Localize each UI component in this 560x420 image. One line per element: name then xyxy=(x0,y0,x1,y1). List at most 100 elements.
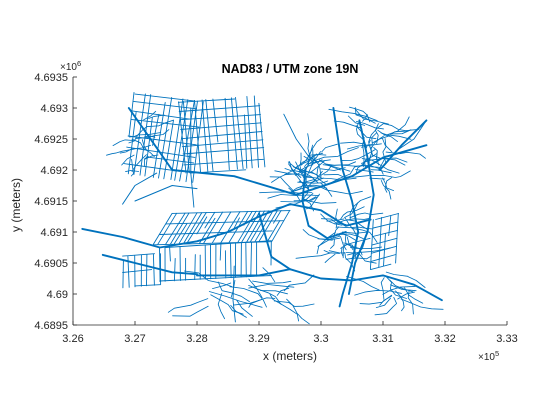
street-south-grid xyxy=(165,240,272,248)
street-far-southeast-tangle xyxy=(354,289,402,296)
street-northeast-tangle xyxy=(380,180,392,200)
y-exponent-base: ×10 xyxy=(60,62,77,73)
chart-title: NAD83 / UTM zone 19N xyxy=(222,62,359,76)
street-north-grid xyxy=(205,99,214,172)
street-west-tangle xyxy=(131,138,155,158)
street-south-tangle xyxy=(230,304,247,318)
street-center-tangle xyxy=(318,159,341,171)
street-central-grid xyxy=(258,210,278,243)
street-east-tangle xyxy=(328,250,345,254)
street-east-tangle xyxy=(343,242,356,258)
street-west-tangle xyxy=(143,156,149,167)
street-northeast-tangle xyxy=(328,108,378,122)
street-north-grid xyxy=(224,97,230,171)
street-east-tangle xyxy=(340,206,365,220)
street-north-grid xyxy=(201,99,209,172)
x-tick-label: 3.32 xyxy=(434,333,455,345)
x-exponent-base: ×10 xyxy=(478,352,495,363)
x-axis-label: x (meters) xyxy=(263,349,317,363)
street-center-tangle xyxy=(292,166,322,178)
street-northeast-tangle xyxy=(382,138,393,153)
highway-line xyxy=(81,203,372,249)
street-northwest-grid xyxy=(128,92,135,137)
x-axis: 3.26 3.27 3.28 3.29 3.3 3.31 3.32 3.33 xyxy=(62,321,518,345)
street-northeast-tangle xyxy=(355,169,374,173)
y-tick-label: 4.692 xyxy=(40,165,68,177)
street-center-tangle xyxy=(316,163,326,185)
street-east-tangle xyxy=(340,233,367,241)
street-south-tangle xyxy=(217,281,250,303)
street-center-tangle xyxy=(280,196,318,203)
street-west-tangle xyxy=(145,119,174,128)
street-central-grid xyxy=(152,212,173,245)
street-southwest-grid xyxy=(134,284,161,287)
street-northwest-grid xyxy=(131,110,190,120)
street-northwest-grid xyxy=(174,99,189,181)
x-tick-label: 3.28 xyxy=(186,333,207,345)
y-tick-label: 4.6925 xyxy=(34,134,68,146)
street-central-grid xyxy=(183,212,203,245)
svg-text:×106: ×106 xyxy=(60,59,81,73)
street-southwest-grid xyxy=(152,253,155,286)
street-south-tangle xyxy=(248,284,282,305)
street-northeast-tangle xyxy=(382,177,395,192)
x-tick-label: 3.33 xyxy=(496,333,517,345)
street-south-tangle xyxy=(283,274,315,292)
street-central-grid xyxy=(254,210,274,243)
street-river-edge xyxy=(122,172,158,205)
street-far-southeast-tangle xyxy=(374,296,398,316)
street-northwest-grid xyxy=(152,113,160,146)
street-far-southeast-tangle xyxy=(400,298,444,310)
street-south-tangle xyxy=(273,300,315,307)
street-east-tangle xyxy=(344,251,356,272)
y-axis-label: y (meters) xyxy=(9,178,23,232)
highway-line xyxy=(378,119,428,171)
street-northeast-tangle xyxy=(362,137,365,168)
street-central-grid xyxy=(241,210,261,243)
street-north-grid xyxy=(182,100,190,174)
y-tick-label: 4.6895 xyxy=(34,320,68,332)
street-west-tangle xyxy=(141,139,148,152)
street-far-southeast-tangle xyxy=(404,287,424,304)
street-central-grid xyxy=(186,212,207,244)
street-west-tangle xyxy=(130,158,134,177)
street-central-grid xyxy=(165,220,285,225)
street-northeast-tangle xyxy=(369,170,411,178)
street-east-tangle xyxy=(323,250,341,254)
street-south-tangle xyxy=(262,267,276,283)
street-south-tangle xyxy=(252,280,292,284)
street-south-grid xyxy=(219,243,222,261)
street-central-grid xyxy=(237,210,257,243)
street-center-tangle xyxy=(309,154,327,156)
street-north-grid xyxy=(178,105,261,112)
street-central-grid xyxy=(159,230,273,235)
street-far-southeast-tangle xyxy=(390,284,417,292)
street-north-grid xyxy=(181,139,264,148)
y-tick-label: 4.6915 xyxy=(34,196,68,208)
street-south-grid xyxy=(245,242,247,278)
street-far-southeast-tangle xyxy=(375,297,391,309)
street-northeast-tangle xyxy=(340,141,365,145)
street-northeast-tangle xyxy=(346,144,373,150)
street-northeast-tangle xyxy=(355,125,377,140)
street-west-tangle xyxy=(125,170,140,173)
street-south-tangle xyxy=(236,299,253,317)
street-center-tangle xyxy=(309,160,326,174)
highway-line xyxy=(332,107,360,308)
x-exponent-power: 5 xyxy=(495,349,499,358)
street-north-grid xyxy=(183,158,265,166)
street-southeast-grid xyxy=(375,213,399,220)
street-central-grid xyxy=(271,209,291,242)
street-west-tangle xyxy=(143,110,157,121)
street-south-tangle xyxy=(167,298,209,313)
street-south-tangle xyxy=(210,294,244,315)
street-northeast-tangle xyxy=(347,115,366,126)
street-center-tangle xyxy=(311,147,359,162)
street-south-tangle xyxy=(208,291,263,308)
highway-line xyxy=(127,107,428,196)
street-southeast-grid xyxy=(372,221,399,229)
street-north-grid xyxy=(180,122,262,130)
street-north-grid xyxy=(235,96,244,170)
street-center-tangle xyxy=(300,179,316,203)
street-west-tangle xyxy=(112,139,135,147)
